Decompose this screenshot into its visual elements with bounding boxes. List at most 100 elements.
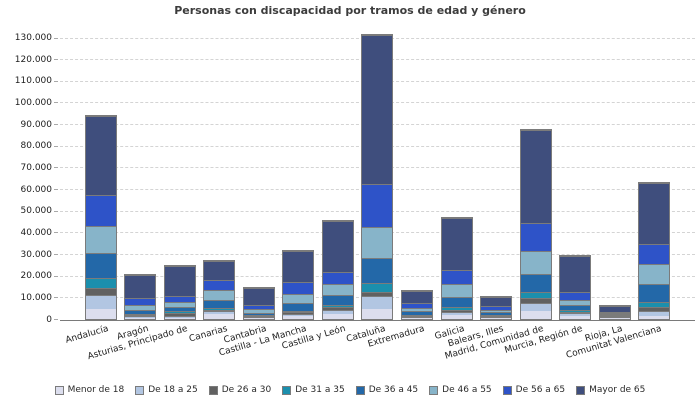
bar-segment[interactable]: [243, 316, 274, 318]
bar-segment[interactable]: [599, 311, 630, 314]
bar-segment[interactable]: [402, 315, 433, 317]
bar-segment[interactable]: [164, 266, 195, 297]
bar-segment[interactable]: [204, 311, 235, 315]
bar-segment[interactable]: [85, 195, 116, 227]
bar-segment[interactable]: [362, 282, 393, 292]
stacked-bar[interactable]: [84, 114, 117, 320]
bar-segment[interactable]: [125, 317, 156, 319]
bar-segment[interactable]: [243, 315, 274, 317]
bar-segment[interactable]: [164, 307, 195, 312]
bar-segment[interactable]: [125, 275, 156, 299]
bar-segment[interactable]: [402, 302, 433, 308]
bar-segment[interactable]: [481, 305, 512, 311]
legend-item[interactable]: Menor de 18: [54, 385, 124, 395]
bar-segment[interactable]: [520, 129, 551, 224]
bar-segment[interactable]: [85, 115, 116, 196]
bar-segment[interactable]: [441, 307, 472, 310]
stacked-bar[interactable]: [598, 305, 631, 320]
bar-segment[interactable]: [283, 294, 314, 304]
bar-segment[interactable]: [560, 255, 591, 292]
legend-item[interactable]: De 36 a 45: [355, 385, 418, 395]
bar-segment[interactable]: [125, 314, 156, 316]
legend-item[interactable]: De 56 a 65: [502, 385, 565, 395]
bar-segment[interactable]: [204, 309, 235, 312]
bar-segment[interactable]: [599, 314, 630, 316]
bar-segment[interactable]: [283, 282, 314, 295]
bar-segment[interactable]: [639, 306, 670, 311]
bar-segment[interactable]: [204, 279, 235, 290]
stacked-bar[interactable]: [559, 254, 592, 320]
bar-segment[interactable]: [560, 313, 591, 316]
bar-segment[interactable]: [520, 311, 551, 319]
stacked-bar[interactable]: [401, 289, 434, 320]
bar-segment[interactable]: [639, 302, 670, 307]
bar-segment[interactable]: [441, 217, 472, 270]
legend-item[interactable]: De 46 a 55: [429, 385, 492, 395]
bar-segment[interactable]: [125, 315, 156, 317]
bar-segment[interactable]: [243, 314, 274, 316]
bar-segment[interactable]: [322, 314, 353, 319]
bar-segment[interactable]: [125, 305, 156, 311]
bar-segment[interactable]: [520, 298, 551, 304]
bar-segment[interactable]: [283, 303, 314, 311]
bar-segment[interactable]: [441, 269, 472, 284]
bar-segment[interactable]: [164, 311, 195, 314]
stacked-bar[interactable]: [282, 249, 315, 320]
bar-segment[interactable]: [204, 289, 235, 300]
bar-segment[interactable]: [520, 291, 551, 299]
bar-segment[interactable]: [125, 298, 156, 306]
bar-segment[interactable]: [639, 310, 670, 316]
bar-segment[interactable]: [560, 291, 591, 300]
bar-segment[interactable]: [441, 297, 472, 308]
bar-segment[interactable]: [164, 313, 195, 316]
bar-segment[interactable]: [441, 315, 472, 319]
bar-segment[interactable]: [402, 318, 433, 319]
bar-segment[interactable]: [441, 309, 472, 313]
bar-segment[interactable]: [283, 250, 314, 283]
bar-segment[interactable]: [639, 264, 670, 284]
bar-segment[interactable]: [402, 307, 433, 312]
bar-segment[interactable]: [362, 257, 393, 283]
stacked-bar[interactable]: [519, 128, 552, 320]
bar-segment[interactable]: [441, 312, 472, 316]
bar-segment[interactable]: [441, 283, 472, 298]
bar-segment[interactable]: [599, 315, 630, 317]
bar-segment[interactable]: [560, 310, 591, 312]
bar-segment[interactable]: [164, 301, 195, 308]
bar-segment[interactable]: [125, 310, 156, 315]
legend-item[interactable]: Mayor de 65: [576, 385, 645, 395]
stacked-bar[interactable]: [480, 295, 513, 320]
bar-segment[interactable]: [481, 296, 512, 306]
bar-segment[interactable]: [599, 306, 630, 312]
bar-segment[interactable]: [283, 313, 314, 317]
bar-segment[interactable]: [322, 304, 353, 308]
stacked-bar[interactable]: [163, 265, 196, 320]
bar-segment[interactable]: [85, 287, 116, 296]
bar-segment[interactable]: [322, 295, 353, 305]
bar-segment[interactable]: [560, 311, 591, 314]
stacked-bar[interactable]: [440, 216, 473, 320]
bar-segment[interactable]: [402, 316, 433, 318]
bar-segment[interactable]: [481, 314, 512, 316]
bar-segment[interactable]: [639, 283, 670, 303]
bar-segment[interactable]: [243, 304, 274, 309]
bar-segment[interactable]: [322, 307, 353, 310]
bar-segment[interactable]: [362, 296, 393, 309]
bar-segment[interactable]: [85, 226, 116, 253]
bar-segment[interactable]: [204, 260, 235, 280]
bar-segment[interactable]: [204, 299, 235, 308]
bar-segment[interactable]: [283, 310, 314, 313]
bar-segment[interactable]: [599, 318, 630, 319]
bar-segment[interactable]: [85, 252, 116, 278]
bar-segment[interactable]: [599, 313, 630, 315]
stacked-bar[interactable]: [361, 34, 394, 320]
legend-item[interactable]: De 31 a 35: [282, 385, 345, 395]
bar-segment[interactable]: [639, 244, 670, 265]
bar-segment[interactable]: [520, 274, 551, 292]
bar-segment[interactable]: [243, 312, 274, 315]
bar-segment[interactable]: [520, 303, 551, 312]
stacked-bar[interactable]: [321, 220, 354, 320]
bar-segment[interactable]: [85, 295, 116, 309]
bar-segment[interactable]: [481, 312, 512, 315]
bar-segment[interactable]: [520, 223, 551, 251]
